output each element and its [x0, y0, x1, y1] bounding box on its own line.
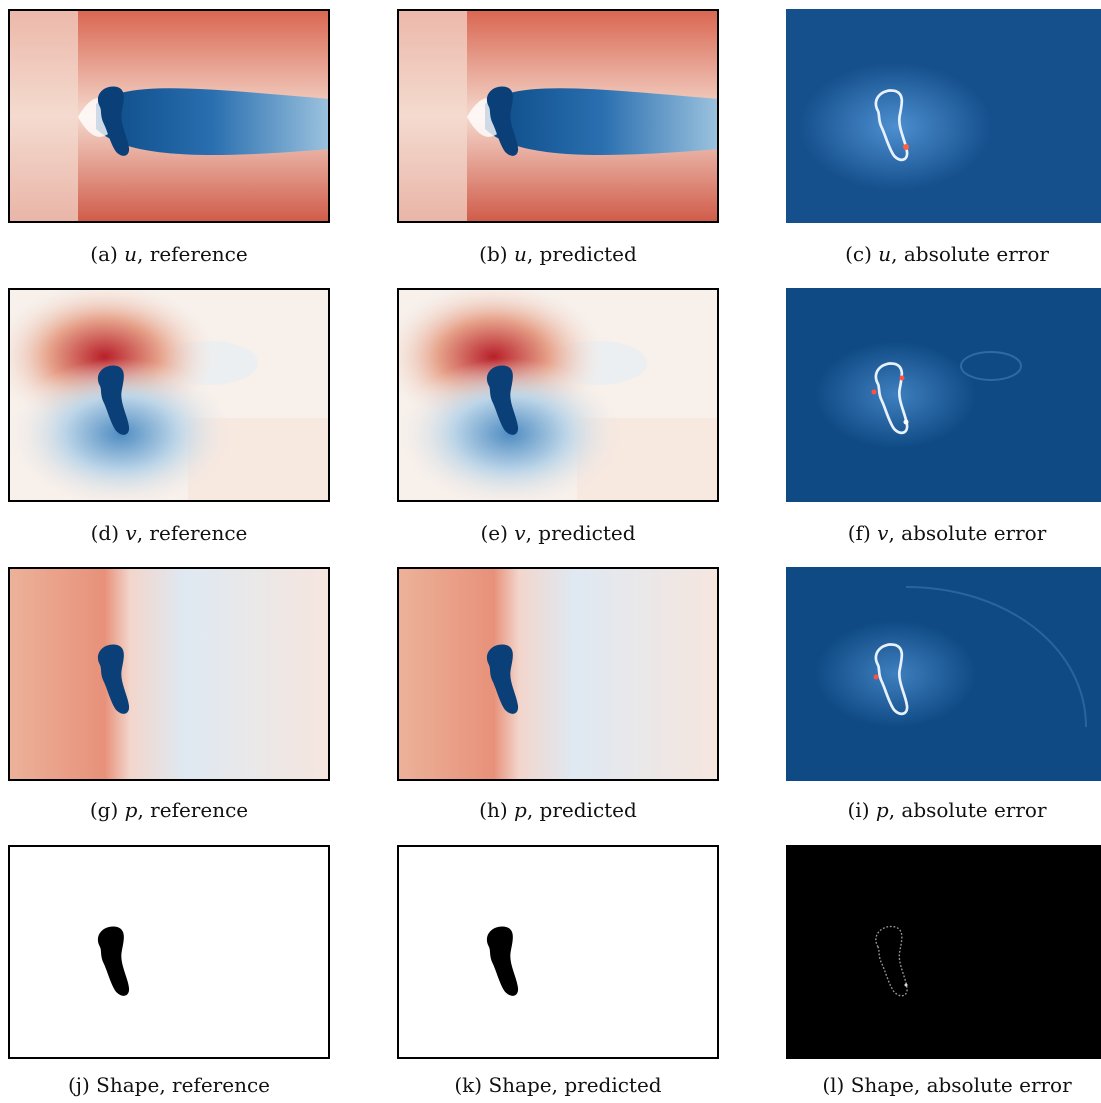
- v-error-field: [786, 288, 1101, 502]
- v-predicted-field: [397, 288, 719, 502]
- caption-h: (h) p, predicted: [479, 798, 637, 822]
- p-predicted-field: [397, 567, 719, 781]
- panel-u-reference: [8, 9, 330, 223]
- caption-c: (c) u, absolute error: [845, 242, 1049, 266]
- panel-shape-error: [786, 845, 1101, 1059]
- caption-d: (d) v, reference: [90, 521, 248, 545]
- caption-i: (i) p, absolute error: [847, 798, 1047, 822]
- caption-e: (e) v, predicted: [480, 521, 636, 545]
- v-reference-field: [8, 288, 330, 502]
- caption-j: (j) Shape, reference: [68, 1073, 270, 1097]
- panel-u-error: [786, 9, 1101, 223]
- caption-k: (k) Shape, predicted: [454, 1073, 662, 1097]
- u-predicted-field: [397, 9, 719, 223]
- caption-f: (f) v, absolute error: [847, 521, 1047, 545]
- panel-v-predicted: [397, 288, 719, 502]
- u-reference-field: [8, 9, 330, 223]
- p-error-field: [786, 567, 1101, 781]
- caption-g: (g) p, reference: [89, 798, 249, 822]
- panel-p-error: [786, 567, 1101, 781]
- shape-reference-field: [8, 845, 330, 1059]
- caption-l: (l) Shape, absolute error: [822, 1073, 1072, 1097]
- panel-shape-predicted: [397, 845, 719, 1059]
- panel-shape-reference: [8, 845, 330, 1059]
- shape-predicted-field: [397, 845, 719, 1059]
- panel-v-reference: [8, 288, 330, 502]
- caption-a: (a) u, reference: [90, 242, 248, 266]
- panel-v-error: [786, 288, 1101, 502]
- shape-error-field: [786, 845, 1101, 1059]
- p-reference-field: [8, 567, 330, 781]
- panel-p-reference: [8, 567, 330, 781]
- caption-b: (b) u, predicted: [479, 242, 637, 266]
- panel-p-predicted: [397, 567, 719, 781]
- u-error-field: [786, 9, 1101, 223]
- panel-u-predicted: [397, 9, 719, 223]
